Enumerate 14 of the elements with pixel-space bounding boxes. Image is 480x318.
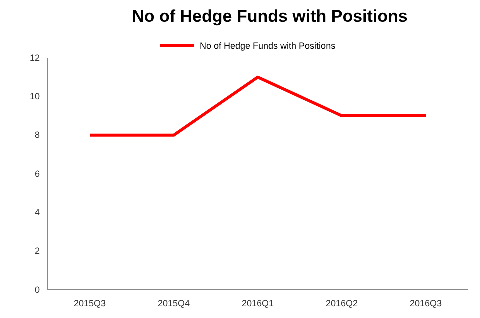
x-tick-label: 2016Q1 xyxy=(242,298,274,308)
y-tick-label: 2 xyxy=(34,246,40,256)
chart-title: No of Hedge Funds with Positions xyxy=(132,7,408,26)
y-tick-label: 4 xyxy=(34,208,40,218)
y-tick-label: 12 xyxy=(30,52,40,63)
x-tick-label: 2016Q2 xyxy=(326,298,358,308)
y-tick-label: 6 xyxy=(34,168,40,179)
y-tick-label: 0 xyxy=(34,284,40,295)
x-tick-label: 2015Q4 xyxy=(158,298,190,308)
legend-label: No of Hedge Funds with Positions xyxy=(200,41,336,51)
x-tick-label: 2016Q3 xyxy=(410,298,442,308)
x-tick-label: 2015Q3 xyxy=(74,298,106,308)
y-tick-label: 10 xyxy=(30,92,40,102)
y-tick-label: 8 xyxy=(34,130,40,140)
